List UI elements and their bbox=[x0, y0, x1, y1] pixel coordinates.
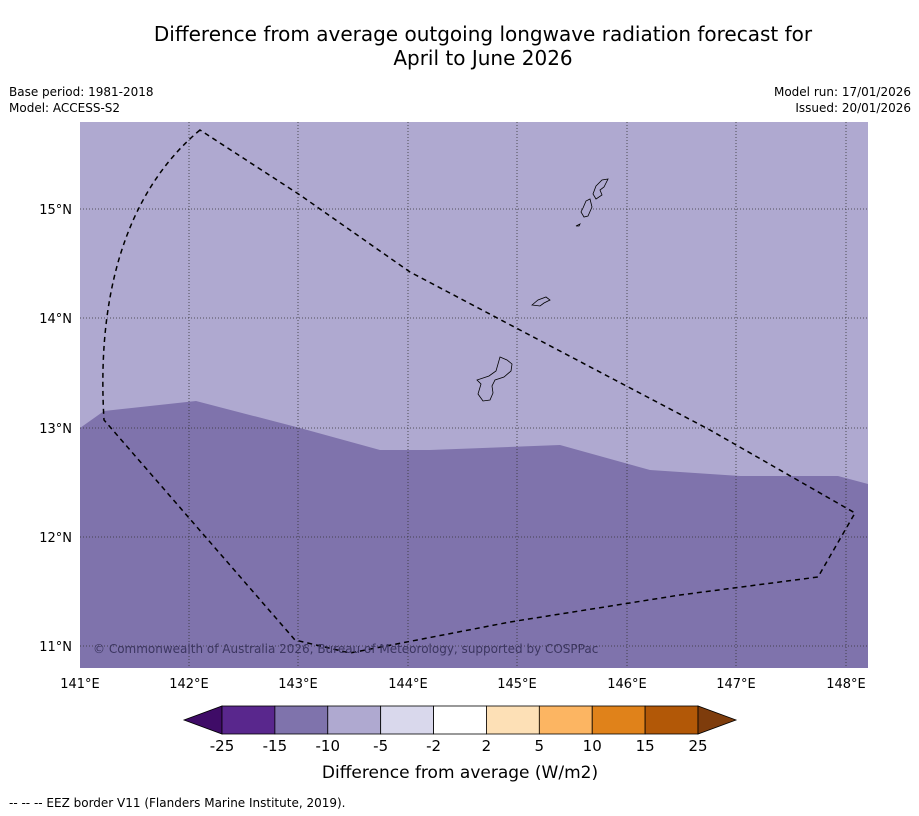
copyright-text: © Commonwealth of Australia 2026, Bureau… bbox=[93, 642, 598, 656]
legend-tick-label: 2 bbox=[482, 737, 492, 755]
meta-left: Base period: 1981-2018 Model: ACCESS-S2 bbox=[9, 84, 154, 116]
eez-border bbox=[102, 129, 857, 654]
legend-tick-label: -15 bbox=[263, 737, 288, 755]
tinian-island bbox=[580, 198, 593, 218]
legend-segment bbox=[538, 705, 593, 735]
islands bbox=[476, 178, 609, 402]
legend-arrow-low bbox=[182, 705, 223, 735]
meta-right: Model run: 17/01/2026 Issued: 20/01/2026 bbox=[774, 84, 911, 116]
lat-label-11: 11°N bbox=[39, 640, 72, 655]
model-run: Model run: 17/01/2026 bbox=[773, 85, 911, 99]
legend-tick-label: 5 bbox=[535, 737, 545, 755]
rota-island bbox=[531, 296, 551, 307]
lon-label-141: 141°E bbox=[60, 677, 100, 692]
lon-label-147: 147°E bbox=[716, 677, 756, 692]
legend-tick-label: -10 bbox=[316, 737, 341, 755]
legend-tick-label: -5 bbox=[373, 737, 388, 755]
lat-label-14: 14°N bbox=[39, 312, 72, 327]
lat-labels: 11°N 12°N 13°N 14°N 15°N bbox=[39, 203, 72, 655]
lon-label-144: 144°E bbox=[388, 677, 428, 692]
legend-colorbar bbox=[182, 705, 738, 735]
legend-tick-label: 10 bbox=[583, 737, 602, 755]
legend-label: Difference from average (W/m2) bbox=[322, 763, 598, 783]
lon-label-142: 142°E bbox=[169, 677, 209, 692]
lon-label-145: 145°E bbox=[497, 677, 537, 692]
lon-label-146: 146°E bbox=[607, 677, 647, 692]
legend-tick-label: -25 bbox=[210, 737, 235, 755]
legend-tick-label: 15 bbox=[636, 737, 655, 755]
legend-segment bbox=[221, 705, 276, 735]
lon-labels: 141°E 142°E 143°E 144°E 145°E 146°E 147°… bbox=[60, 677, 866, 692]
legend-ticks: -25 -15 -10 -5 -2 2 5 10 15 25 bbox=[210, 737, 708, 755]
legend-segment bbox=[380, 705, 434, 735]
model-name: Model: ACCESS-S2 bbox=[9, 101, 121, 115]
guam-island bbox=[476, 356, 513, 402]
legend-segment bbox=[327, 705, 382, 735]
issued-date: Issued: 20/01/2026 bbox=[795, 101, 911, 115]
anomaly-dark-region bbox=[80, 401, 868, 668]
lat-label-12: 12°N bbox=[39, 531, 72, 546]
title-line-1: Difference from average outgoing longwav… bbox=[153, 22, 813, 46]
aguijan-island bbox=[575, 223, 581, 227]
legend-segment bbox=[591, 705, 646, 735]
legend-tick-label: 25 bbox=[688, 737, 707, 755]
title-line-2: April to June 2026 bbox=[393, 46, 573, 70]
lon-label-148: 148°E bbox=[826, 677, 866, 692]
lon-label-143: 143°E bbox=[278, 677, 318, 692]
legend-arrow-high bbox=[697, 705, 738, 735]
legend-segment bbox=[486, 705, 540, 735]
legend-segment bbox=[274, 705, 329, 735]
chart-title: Difference from average outgoing longwav… bbox=[0, 22, 919, 70]
legend-segment bbox=[644, 705, 699, 735]
saipan-island bbox=[592, 178, 609, 200]
map-figure: © Commonwealth of Australia 2026, Bureau… bbox=[39, 122, 868, 783]
gridlines bbox=[80, 122, 868, 668]
lat-label-15: 15°N bbox=[39, 203, 72, 218]
lat-label-13: 13°N bbox=[39, 422, 72, 437]
legend-segment bbox=[433, 705, 487, 735]
base-period: Base period: 1981-2018 bbox=[9, 85, 154, 99]
legend-tick-label: -2 bbox=[426, 737, 441, 755]
footnote: -- -- -- EEZ border V11 (Flanders Marine… bbox=[9, 796, 346, 810]
